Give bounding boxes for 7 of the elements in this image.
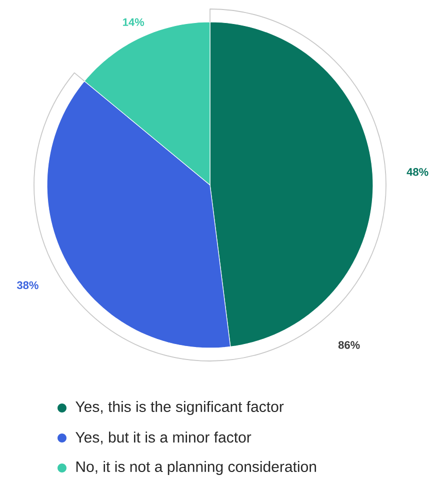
legend-label: Yes, but it is a minor factor	[76, 432, 252, 444]
data-label: 48%	[406, 168, 428, 176]
legend-label: No, it is not a planning consideration	[76, 461, 316, 475]
text: 86%	[338, 341, 360, 349]
legend-label: Yes, this is the significant factor	[76, 401, 284, 415]
data-label: 38%	[16, 281, 38, 290]
data-label: 14%	[123, 18, 144, 26]
